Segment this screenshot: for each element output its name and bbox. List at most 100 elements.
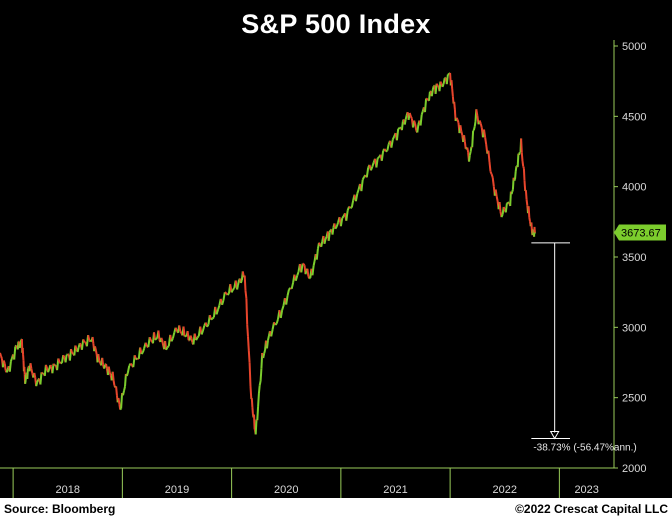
price-segment xyxy=(71,352,74,355)
price-segment xyxy=(247,336,250,351)
price-segment xyxy=(239,279,243,284)
price-segment xyxy=(182,326,186,337)
price-segment xyxy=(391,136,396,140)
price-segment xyxy=(311,265,315,276)
price-segment xyxy=(431,85,435,90)
price-segment xyxy=(222,292,226,301)
price-segment xyxy=(196,335,200,339)
price-segment xyxy=(483,129,487,138)
price-segment xyxy=(94,350,98,355)
price-segment xyxy=(308,277,311,280)
price-segment xyxy=(475,109,479,117)
price-segment xyxy=(494,189,498,197)
price-segment xyxy=(300,263,304,273)
price-segment xyxy=(521,160,525,167)
price-segment xyxy=(112,380,116,386)
price-segment xyxy=(463,135,466,143)
price-segment xyxy=(101,357,105,365)
price-segment xyxy=(2,360,6,365)
price-segment xyxy=(253,414,256,430)
price-segment xyxy=(141,347,146,353)
last-value-label: 3673.67 xyxy=(621,228,661,240)
price-segment xyxy=(35,382,39,387)
price-segment xyxy=(15,345,19,348)
price-segment xyxy=(256,406,260,421)
price-segment xyxy=(97,353,101,362)
price-segment xyxy=(360,179,364,192)
price-segment xyxy=(210,317,214,321)
price-segment xyxy=(150,339,153,342)
price-segment xyxy=(279,310,284,319)
price-segment xyxy=(160,337,164,341)
x-tick-label: 2022 xyxy=(493,484,517,496)
price-segment xyxy=(395,128,400,141)
price-segment xyxy=(348,205,352,209)
price-segment xyxy=(174,327,178,332)
y-tick-label: 2000 xyxy=(622,463,646,475)
price-segment xyxy=(107,366,111,374)
price-segment xyxy=(426,98,429,101)
price-segment xyxy=(206,324,210,328)
price-segment xyxy=(386,143,390,151)
price-segment xyxy=(91,336,95,345)
price-segment xyxy=(435,83,439,87)
price-segment xyxy=(98,360,102,364)
y-tick-label: 5000 xyxy=(622,41,646,53)
price-segment xyxy=(13,346,17,360)
x-tick-label: 2020 xyxy=(274,484,298,496)
price-segment xyxy=(453,101,456,110)
price-segment xyxy=(111,371,115,381)
price-segment xyxy=(488,161,492,172)
price-segment xyxy=(527,206,531,218)
source-label: Source: Bloomberg xyxy=(4,502,116,516)
price-segment xyxy=(522,168,526,181)
price-segment xyxy=(522,165,525,169)
price-segment xyxy=(425,97,428,100)
price-segment xyxy=(195,337,199,341)
price-segment xyxy=(47,368,51,373)
price-segment xyxy=(456,119,460,124)
price-segment xyxy=(371,162,375,168)
price-segment xyxy=(500,214,504,218)
price-segment xyxy=(290,282,295,290)
price-segment xyxy=(44,364,48,369)
price-segment xyxy=(190,338,194,343)
price-segment xyxy=(270,329,274,337)
price-segment xyxy=(211,316,215,320)
price-segment xyxy=(520,138,523,153)
price-segment xyxy=(58,361,62,365)
price-segment xyxy=(354,193,359,202)
price-segment xyxy=(78,342,82,346)
y-tick-label: 4500 xyxy=(622,111,646,123)
price-segment xyxy=(87,334,91,341)
price-segment xyxy=(250,398,254,408)
price-segment xyxy=(123,386,126,392)
price-segment xyxy=(441,83,445,88)
price-segment xyxy=(52,363,56,367)
price-segment xyxy=(237,279,240,286)
price-segment xyxy=(463,141,467,149)
price-segment xyxy=(9,357,13,362)
price-segment xyxy=(94,346,97,351)
price-segment xyxy=(40,371,44,375)
price-segment xyxy=(404,114,408,120)
price-segment xyxy=(89,339,93,343)
price-segment xyxy=(76,346,80,353)
price-segment xyxy=(82,338,86,343)
price-segment xyxy=(120,393,124,409)
price-segment xyxy=(165,346,169,351)
price-segment xyxy=(409,115,413,120)
price-segment xyxy=(323,238,327,245)
price-segment xyxy=(33,372,37,378)
price-segment xyxy=(408,112,412,117)
y-tick-label: 4000 xyxy=(622,182,646,194)
price-segment xyxy=(0,352,2,357)
price-segment xyxy=(258,380,262,386)
price-segment xyxy=(135,357,139,361)
price-segment xyxy=(154,338,157,341)
price-segment xyxy=(524,190,528,200)
price-segment xyxy=(30,368,34,374)
measure-arrowhead xyxy=(549,430,560,440)
price-segment xyxy=(39,372,43,385)
price-segment xyxy=(60,361,63,365)
